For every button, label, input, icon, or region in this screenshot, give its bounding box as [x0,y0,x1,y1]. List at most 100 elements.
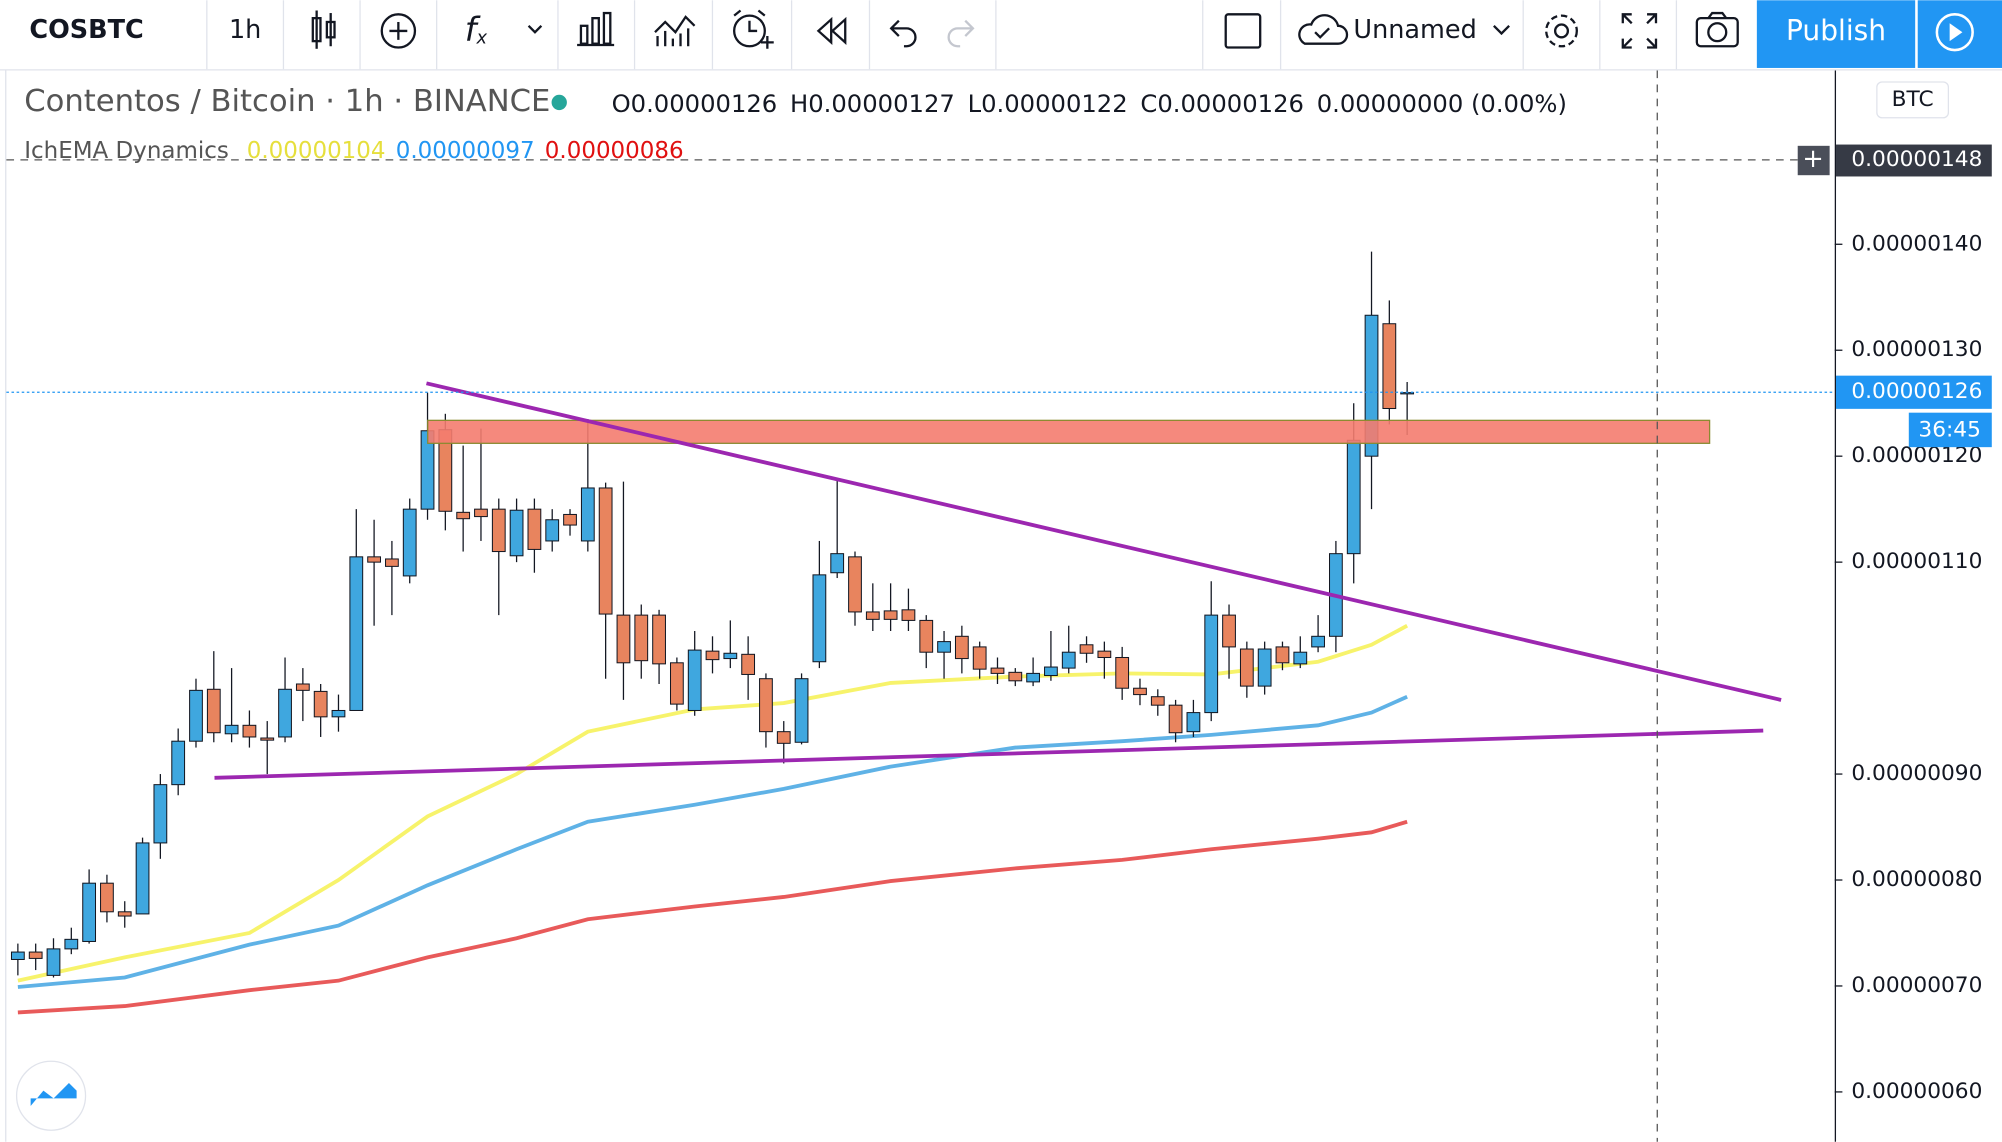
undo-icon[interactable] [889,19,917,48]
candle-body [598,487,613,615]
candle-body [1275,646,1290,664]
trend-line[interactable] [214,728,1764,780]
candle-body [456,511,471,520]
play-triangle [1949,23,1963,42]
compare-icon[interactable] [380,13,417,49]
candle-body [402,508,417,577]
candle-body [687,649,702,711]
candle-body [1382,323,1397,410]
candle-body [1133,687,1147,696]
symbol[interactable]: COSBTC [29,15,143,45]
candle-body [100,882,114,913]
candle-body [385,558,399,567]
candle-body [82,882,97,942]
ideas-icon[interactable] [654,15,696,47]
indicator-row: IchEMA Dynamics 0.00000104 0.00000097 0.000… [24,137,683,163]
candle-body [242,724,257,738]
trend-line[interactable] [426,381,1782,702]
publish-label[interactable]: Publish [1786,14,1886,47]
y-tick-label: 0.00000090 [1851,761,1982,786]
cloud-icon [1298,14,1349,45]
candle-body [545,519,560,542]
y-tick-label: 0.00000140 [1851,231,1982,256]
candle-body [580,487,595,542]
resistance-zone[interactable] [427,419,1711,444]
crosshair-price-bg [1836,144,1992,177]
candle-body [474,508,488,518]
currency: BTC [1892,87,1934,112]
market-status[interactable] [551,94,567,111]
plus-button[interactable] [1797,145,1830,176]
candle-body [331,709,346,718]
candle-body [937,641,951,653]
y-tick-label: 0.00000130 [1851,337,1982,362]
candle-body [1186,712,1201,733]
candle-body [349,556,364,711]
indicator-value: 0.00000097 [396,137,535,163]
toolbar-bg [0,0,2002,70]
interval[interactable]: 1h [229,15,261,45]
candle-body [741,653,756,675]
logo-button[interactable] [15,1060,87,1131]
candle-body [776,731,791,744]
candle-body [1293,651,1308,665]
low: L0.00000122 [968,89,1128,118]
candle-body [224,724,239,735]
candle-body [28,951,43,959]
y-tick-label: 0.00000110 [1851,549,1982,574]
y-tick-label: 0.00000060 [1851,1079,1982,1104]
candle-body [563,513,577,526]
indicator-name[interactable]: IchEMA Dynamics [24,137,229,163]
candle-body [509,509,524,557]
candle-body [1061,651,1076,669]
financials-icon[interactable] [577,11,615,47]
candle-body [990,667,1005,674]
redo-icon[interactable] [947,19,975,48]
ema-line [17,819,1408,1015]
candle-body [634,614,649,662]
candle-body [705,650,720,661]
candle-body [1311,635,1325,648]
candle-body [1044,666,1058,677]
plot: 0.00000060 0.00000070 0.00000080 0.00000090… [10,231,1982,1104]
ohlc: O0.00000126 H0.00000127 L0.00000122 C0.0000… [612,89,1567,118]
replay-icon[interactable] [816,16,847,45]
candle-body [759,678,773,733]
play-button[interactable] [1917,0,2002,68]
candle-body [723,652,738,660]
settings-icon[interactable] [1545,14,1578,48]
dropdown-icon[interactable] [527,24,543,34]
layout-icon[interactable] [1224,13,1262,49]
play-icon[interactable] [1935,13,1974,52]
snapshot-icon[interactable] [1695,11,1739,48]
plus-icon: + [1802,144,1823,174]
crosshair-price: 0.00000148 [1851,147,1982,172]
candle-body [64,938,79,950]
candle-body [260,737,275,741]
currency-box[interactable] [1876,81,1950,119]
indicator-value: 0.00000086 [545,137,684,163]
candle-body [848,556,862,613]
candle-body [1026,672,1041,683]
countdown-bg [1908,412,1992,448]
candles-icon[interactable] [311,10,336,49]
fullscreen-icon[interactable] [1621,13,1658,49]
candle-body [616,614,631,664]
publish-button[interactable] [1756,0,1916,68]
candle-body [46,948,61,976]
candle-body [10,951,25,960]
layout-name[interactable]: Unnamed [1353,15,1476,45]
candle-body [972,646,987,670]
candle-body [669,662,684,705]
candle-body [206,688,221,734]
ema-line [17,694,1408,989]
candle-body [153,784,168,844]
candle-body [367,556,381,563]
candle-body [313,690,328,718]
dropdown-icon[interactable] [1493,24,1510,36]
instrument: Contentos / Bitcoin · 1h · BINANCE [24,84,550,119]
alert-icon[interactable] [733,9,774,49]
candle-body [527,508,542,550]
